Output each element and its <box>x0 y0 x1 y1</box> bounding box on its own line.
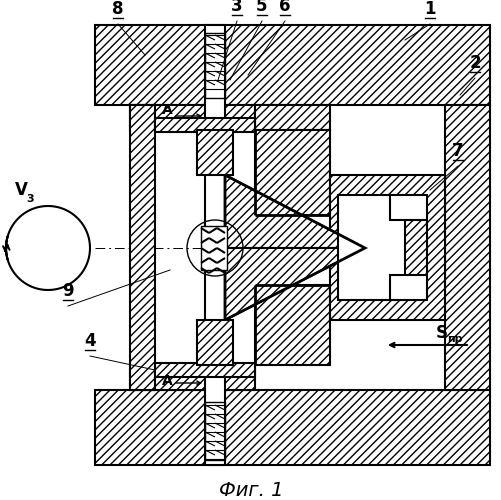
Polygon shape <box>130 105 155 390</box>
Text: 9: 9 <box>62 282 74 300</box>
Text: 2: 2 <box>468 54 480 72</box>
Polygon shape <box>95 25 489 105</box>
Polygon shape <box>224 248 364 320</box>
Polygon shape <box>196 320 232 365</box>
Text: 5: 5 <box>256 0 267 15</box>
Polygon shape <box>95 390 489 465</box>
Polygon shape <box>255 130 329 215</box>
Polygon shape <box>130 105 255 130</box>
Text: 3: 3 <box>231 0 242 15</box>
Text: 1: 1 <box>423 0 435 18</box>
Text: S: S <box>435 324 447 342</box>
Text: 4: 4 <box>84 332 96 350</box>
Text: V: V <box>15 181 28 199</box>
Text: пр: пр <box>446 334 461 344</box>
Polygon shape <box>155 118 255 132</box>
Polygon shape <box>204 25 224 465</box>
Text: 6: 6 <box>279 0 290 15</box>
Polygon shape <box>337 195 404 300</box>
Text: 7: 7 <box>451 142 463 160</box>
Polygon shape <box>224 175 364 248</box>
Text: A: A <box>162 103 172 117</box>
Polygon shape <box>130 365 255 390</box>
Text: 8: 8 <box>112 0 124 18</box>
Polygon shape <box>329 175 444 320</box>
Polygon shape <box>444 105 489 390</box>
Polygon shape <box>255 285 329 365</box>
Polygon shape <box>255 105 329 130</box>
Polygon shape <box>389 195 426 220</box>
Polygon shape <box>196 130 232 175</box>
Text: A: A <box>162 374 172 388</box>
Polygon shape <box>200 226 226 270</box>
Polygon shape <box>155 363 255 377</box>
Polygon shape <box>389 275 426 300</box>
Text: Фиг. 1: Фиг. 1 <box>218 480 283 500</box>
Text: 3: 3 <box>26 194 34 204</box>
